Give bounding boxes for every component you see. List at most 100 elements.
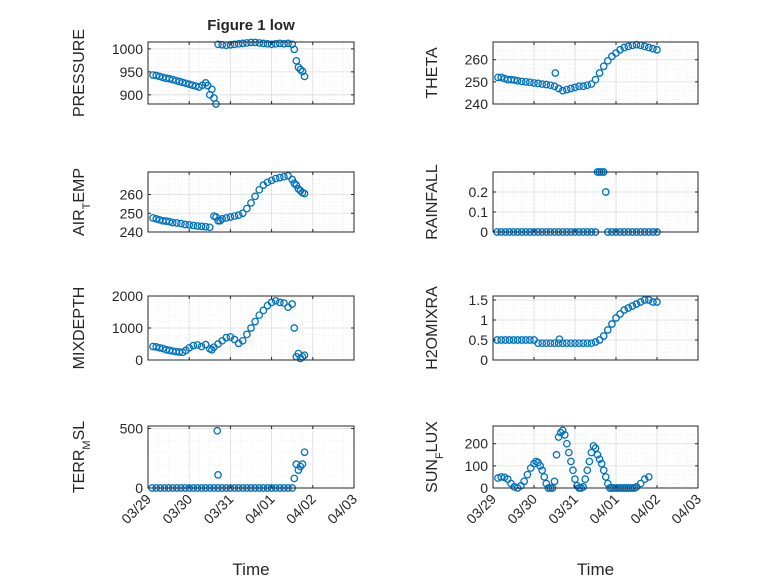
data-point <box>284 39 292 48</box>
y-tick-label: 0 <box>135 352 143 368</box>
y-tick-label: 200 <box>465 436 489 452</box>
x-tick-label: 03/31 <box>545 491 581 527</box>
data-point <box>509 336 518 344</box>
data-point <box>155 343 164 352</box>
data-point <box>597 459 606 468</box>
data-point <box>538 80 547 88</box>
y-tick-label: 0 <box>480 480 488 496</box>
data-point <box>556 428 565 437</box>
data-point <box>601 188 610 196</box>
data-point <box>585 457 594 466</box>
subplot-5: 0 1000 2000 MIXDEPTH <box>71 287 355 369</box>
y-axis-label: TERRMSL <box>71 421 93 493</box>
data-point <box>226 213 235 221</box>
y-tick-label: 0.5 <box>469 332 489 348</box>
data-point <box>579 483 588 491</box>
data-point <box>579 82 588 91</box>
data-point <box>587 80 596 88</box>
data-point <box>259 306 268 315</box>
data-point <box>554 339 563 348</box>
data-point <box>255 311 264 320</box>
data-point <box>271 174 280 183</box>
data-point <box>526 78 534 87</box>
data-point <box>628 302 637 310</box>
data-point <box>521 78 530 86</box>
data-point <box>197 222 206 231</box>
data-point <box>546 339 555 348</box>
data-point <box>640 475 649 483</box>
data-point <box>575 339 583 348</box>
data-point <box>534 79 542 88</box>
data-point <box>275 39 284 48</box>
data-point <box>271 39 280 48</box>
data-point <box>513 336 522 344</box>
data-point <box>599 62 608 71</box>
data-point <box>542 80 551 89</box>
data-point <box>599 332 608 340</box>
data-point <box>632 300 641 308</box>
data-point <box>259 39 268 48</box>
y-tick-label: 1000 <box>112 320 143 336</box>
axes-box <box>492 425 699 489</box>
data-point <box>208 85 216 94</box>
data-point <box>497 473 506 481</box>
data-point <box>255 39 264 47</box>
data-point <box>296 65 305 74</box>
data-point <box>152 71 161 80</box>
data-point <box>595 69 604 77</box>
data-point <box>603 56 612 65</box>
y-tick-label: 900 <box>120 87 144 103</box>
axes-box <box>492 171 699 233</box>
x-tick-label: 03/31 <box>200 491 236 527</box>
x-tick-label: 04/01 <box>242 491 278 527</box>
data-point <box>601 473 610 481</box>
subplot-4: 0 0.1 0.2 RAINFALL <box>424 164 699 240</box>
data-point <box>201 340 210 349</box>
y-axis-label: H2OMIXRA <box>424 286 441 370</box>
data-point <box>591 338 600 346</box>
data-point <box>168 75 177 84</box>
data-point <box>562 439 571 448</box>
data-point <box>149 214 157 222</box>
x-tick-label: 03/30 <box>159 491 195 527</box>
data-point <box>555 335 564 344</box>
data-point <box>501 336 510 344</box>
data-point <box>222 333 231 342</box>
subplot-8: 0 100 200 03/29 03/30 03/31 04/01 04/02 04/03 Tim… <box>424 421 704 579</box>
data-point <box>193 341 202 349</box>
data-point <box>583 466 592 475</box>
data-point <box>238 209 247 218</box>
y-tick-label: 0 <box>135 480 143 496</box>
data-point <box>540 473 549 481</box>
y-tick-label: 0.1 <box>469 204 489 220</box>
data-point <box>222 214 231 222</box>
data-point <box>263 178 272 187</box>
data-point <box>644 43 653 52</box>
data-point <box>558 86 567 95</box>
data-point <box>554 84 563 93</box>
data-point <box>165 217 174 226</box>
data-point <box>636 479 645 488</box>
data-point <box>593 450 602 459</box>
data-point <box>172 219 181 227</box>
x-tick-label: 04/03 <box>324 491 360 527</box>
subplot-1: 900 950 1000 PRESSURE <box>71 29 355 117</box>
data-point <box>520 477 529 486</box>
data-point <box>251 192 259 201</box>
data-point <box>172 76 180 85</box>
data-point <box>214 40 222 49</box>
data-point <box>581 475 590 483</box>
data-point <box>185 343 194 352</box>
data-point <box>238 336 247 345</box>
axes-box <box>492 295 699 361</box>
data-point <box>517 77 526 86</box>
data-point <box>280 39 288 48</box>
data-point <box>542 479 551 488</box>
x-tick-label: 04/03 <box>668 491 704 527</box>
data-point <box>178 78 187 87</box>
data-point <box>290 474 299 483</box>
data-point <box>193 222 202 230</box>
y-tick-label: 500 <box>120 420 144 436</box>
data-point <box>521 336 530 344</box>
